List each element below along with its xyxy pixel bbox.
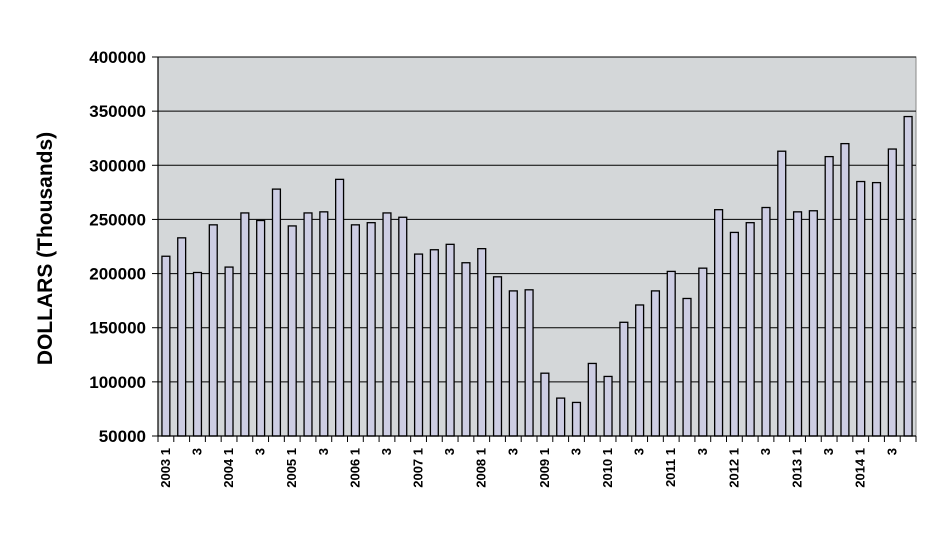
- bar: [650, 290, 661, 437]
- y-tick-label: 400000: [89, 48, 146, 67]
- x-tick-label: 3: [505, 448, 520, 455]
- x-tick-label: 3: [695, 448, 710, 455]
- bar: [256, 219, 266, 437]
- bar: [271, 188, 282, 437]
- gridlines: [158, 56, 916, 383]
- bar: [413, 253, 424, 437]
- x-tick-label: 3: [379, 448, 394, 455]
- bar: [208, 224, 218, 437]
- bar: [887, 148, 897, 437]
- bar: [366, 222, 376, 437]
- y-tick-label: 150000: [89, 319, 146, 338]
- bar: [382, 212, 392, 437]
- bar: [903, 115, 913, 437]
- y-axis-label: DOLLARS (Thousands): [34, 132, 57, 365]
- bar: [777, 150, 787, 437]
- bar: [619, 321, 629, 437]
- x-tick-label: 2009 1: [537, 448, 552, 488]
- bar: [335, 178, 345, 437]
- x-tick-label: 2003 1: [158, 448, 173, 488]
- bar: [240, 212, 250, 437]
- x-tick-label: 2010 1: [600, 448, 615, 488]
- bar: [682, 297, 692, 437]
- x-tick-label: 3: [821, 448, 836, 455]
- x-tick-label: 3: [884, 448, 899, 455]
- bar: [177, 237, 187, 437]
- bar: [161, 255, 171, 437]
- bar: [824, 155, 834, 437]
- x-tick-label: 2005 1: [284, 448, 299, 488]
- bar: [808, 210, 818, 437]
- bar: [287, 225, 297, 437]
- bar: [224, 266, 234, 437]
- x-tick-label: 3: [253, 448, 268, 455]
- x-tick-label: 2004 1: [221, 448, 236, 488]
- y-tick-label: 350000: [89, 102, 146, 121]
- bar: [856, 180, 866, 437]
- x-tick-label: 2014 1: [853, 448, 868, 488]
- bar: [714, 209, 724, 437]
- bar: [571, 401, 582, 437]
- x-tick-label: 3: [442, 448, 457, 455]
- bar: [192, 271, 203, 437]
- bar: [492, 276, 503, 437]
- bar: [508, 290, 518, 437]
- bar: [429, 249, 439, 437]
- bar: [350, 224, 360, 437]
- bar: [540, 372, 550, 437]
- x-tick-label: 2013 1: [790, 448, 805, 488]
- x-tick-labels: 2003 1 3 2004 1 3 2005 1 3 2006 1 3 2007 1 3 2008 …: [157, 436, 917, 488]
- x-tick-label: 2007 1: [411, 448, 426, 488]
- bar: [840, 142, 850, 437]
- bar: [871, 181, 882, 437]
- bar: [398, 216, 408, 437]
- bar: [729, 231, 739, 437]
- x-tick-label: 3: [568, 448, 583, 455]
- bar: [587, 362, 597, 437]
- x-tick-label: 2008 1: [474, 448, 489, 488]
- y-tick-label: 250000: [89, 210, 146, 229]
- bar: [792, 211, 803, 437]
- bar: [461, 262, 471, 437]
- bar: [303, 212, 313, 437]
- x-tick-label: 2011 1: [663, 448, 678, 487]
- bar: [319, 211, 329, 437]
- x-tick-label: 3: [632, 448, 647, 455]
- bar: [698, 267, 708, 437]
- y-tick-label: 100000: [89, 373, 146, 392]
- bar: [635, 304, 645, 437]
- bar: [556, 397, 566, 437]
- bar: [603, 375, 613, 437]
- bar: [477, 248, 487, 437]
- bar: [761, 206, 771, 437]
- y-tick-label: 300000: [89, 156, 146, 175]
- y-tick-label: 50000: [99, 427, 146, 446]
- y-tick-labels: 50000 100000 150000 200000 250000 300000 35000…: [89, 48, 158, 446]
- x-tick-label: 2012 1: [726, 448, 741, 488]
- bar: [445, 243, 455, 437]
- x-tick-label: 3: [758, 448, 773, 455]
- bars: [161, 115, 913, 437]
- x-tick-label: 2006 1: [347, 448, 362, 488]
- y-tick-label: 200000: [89, 265, 146, 284]
- x-tick-label: 3: [316, 448, 331, 455]
- bar: [745, 222, 755, 437]
- bar: [524, 289, 534, 437]
- x-tick-label: 3: [189, 448, 204, 455]
- bar: [666, 270, 676, 437]
- plot-area: [157, 56, 917, 437]
